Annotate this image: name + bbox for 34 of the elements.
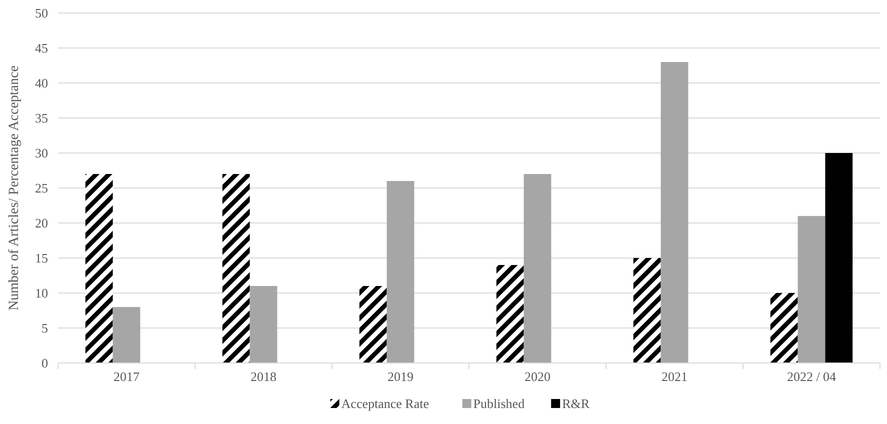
y-tick-label: 10 bbox=[35, 286, 48, 301]
bar bbox=[524, 174, 552, 363]
bar bbox=[496, 265, 524, 363]
bar bbox=[85, 174, 113, 363]
x-tick-label: 2020 bbox=[524, 369, 550, 384]
bar bbox=[250, 286, 278, 363]
y-tick-label: 45 bbox=[35, 40, 48, 56]
y-axis-title: Number of Articles/ Percentage Acceptance bbox=[7, 66, 22, 310]
x-tick-label: 2019 bbox=[388, 369, 414, 384]
y-tick-label: 25 bbox=[35, 180, 48, 196]
y-tick-label: 35 bbox=[35, 110, 48, 126]
bar bbox=[825, 153, 853, 363]
y-tick-label: 40 bbox=[35, 76, 48, 91]
x-tick-label: 2022 / 04 bbox=[786, 369, 837, 384]
y-tick-label: 50 bbox=[35, 6, 48, 21]
legend-label: Published bbox=[473, 396, 526, 411]
bar bbox=[660, 62, 688, 363]
bar bbox=[770, 293, 798, 363]
bar bbox=[222, 174, 250, 363]
bar bbox=[798, 216, 826, 363]
x-tick-label: 2021 bbox=[662, 369, 688, 384]
y-tick-label: 5 bbox=[42, 320, 48, 336]
x-tick-label: 2018 bbox=[250, 369, 276, 384]
legend-label: R&R bbox=[562, 396, 590, 411]
y-tick-label: 15 bbox=[35, 250, 48, 266]
legend-label: Acceptance Rate bbox=[341, 396, 430, 411]
bar bbox=[112, 307, 140, 363]
x-tick-label: 2017 bbox=[114, 369, 140, 384]
bar bbox=[633, 258, 661, 363]
bar bbox=[386, 181, 414, 363]
bar bbox=[359, 286, 387, 363]
y-tick-label: 20 bbox=[35, 216, 48, 231]
y-tick-label: 0 bbox=[42, 356, 48, 371]
y-tick-label: 30 bbox=[35, 146, 48, 161]
